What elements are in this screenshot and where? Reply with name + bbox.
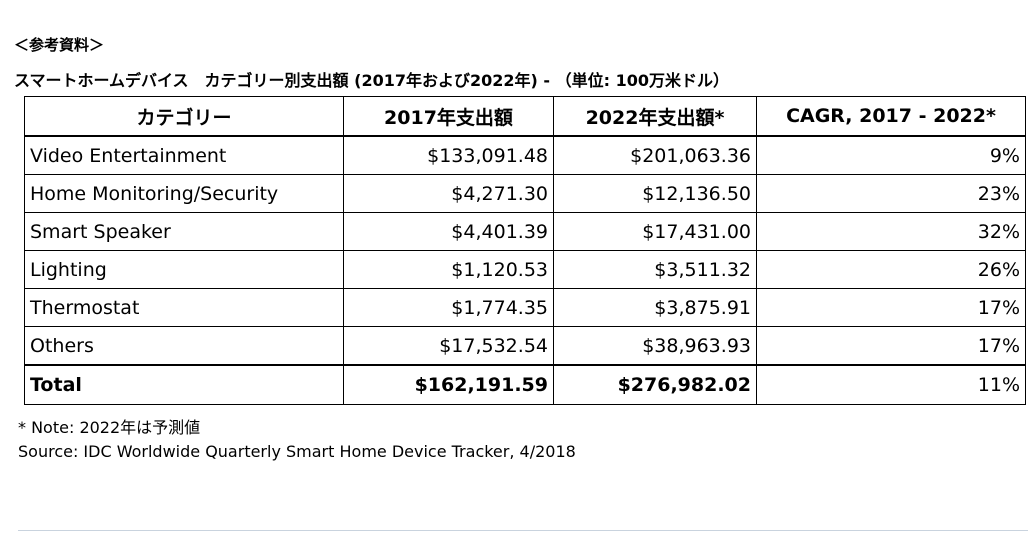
cell-spend-2022: $12,136.50 [553,174,757,213]
cell-spend-2017: $17,532.54 [343,326,554,366]
table-row: Lighting $1,120.53 $3,511.32 26% [24,250,1026,289]
cell-cagr: 9% [756,135,1026,175]
divider [18,530,1028,531]
table-row: Thermostat $1,774.35 $3,875.91 17% [24,288,1026,327]
forecast-note: * Note: 2022年は予測値 [18,418,201,437]
table-row: Smart Speaker $4,401.39 $17,431.00 32% [24,212,1026,251]
cell-category: Others [24,326,344,366]
spending-table: カテゴリー 2017年支出額 2022年支出額* CAGR, 2017 - 20… [24,96,1026,405]
cell-spend-2022: $3,875.91 [553,288,757,327]
header-category: カテゴリー [24,96,344,137]
cell-total-spend-2017: $162,191.59 [343,364,554,405]
cell-cagr: 17% [756,288,1026,327]
reference-label: ＜参考資料＞ [14,36,105,54]
header-spend-2017: 2017年支出額 [343,96,554,137]
cell-category: Smart Speaker [24,212,344,251]
header-cagr: CAGR, 2017 - 2022* [756,96,1026,137]
cell-category: Lighting [24,250,344,289]
cell-total-label: Total [24,364,344,405]
cell-cagr: 23% [756,174,1026,213]
cell-spend-2017: $1,120.53 [343,250,554,289]
table-title: スマートホームデバイス カテゴリー別支出額 (2017年および2022年) - … [14,71,729,90]
cell-spend-2022: $17,431.00 [553,212,757,251]
source-citation: Source: IDC Worldwide Quarterly Smart Ho… [18,442,576,461]
cell-category: Thermostat [24,288,344,327]
cell-cagr: 17% [756,326,1026,366]
cell-cagr: 32% [756,212,1026,251]
cell-spend-2017: $4,401.39 [343,212,554,251]
cell-spend-2022: $3,511.32 [553,250,757,289]
cell-category: Video Entertainment [24,135,344,175]
cell-total-cagr: 11% [756,364,1026,405]
cell-spend-2017: $4,271.30 [343,174,554,213]
cell-spend-2022: $201,063.36 [553,135,757,175]
header-spend-2022: 2022年支出額* [553,96,757,137]
table-row: Others $17,532.54 $38,963.93 17% [24,326,1026,366]
cell-total-spend-2022: $276,982.02 [553,364,757,405]
table-row: Video Entertainment $133,091.48 $201,063… [24,135,1026,175]
cell-spend-2017: $133,091.48 [343,135,554,175]
cell-spend-2017: $1,774.35 [343,288,554,327]
cell-spend-2022: $38,963.93 [553,326,757,366]
table-header-row: カテゴリー 2017年支出額 2022年支出額* CAGR, 2017 - 20… [24,96,1026,137]
table-row: Home Monitoring/Security $4,271.30 $12,1… [24,174,1026,213]
cell-category: Home Monitoring/Security [24,174,344,213]
table-total-row: Total $162,191.59 $276,982.02 11% [24,364,1026,405]
cell-cagr: 26% [756,250,1026,289]
